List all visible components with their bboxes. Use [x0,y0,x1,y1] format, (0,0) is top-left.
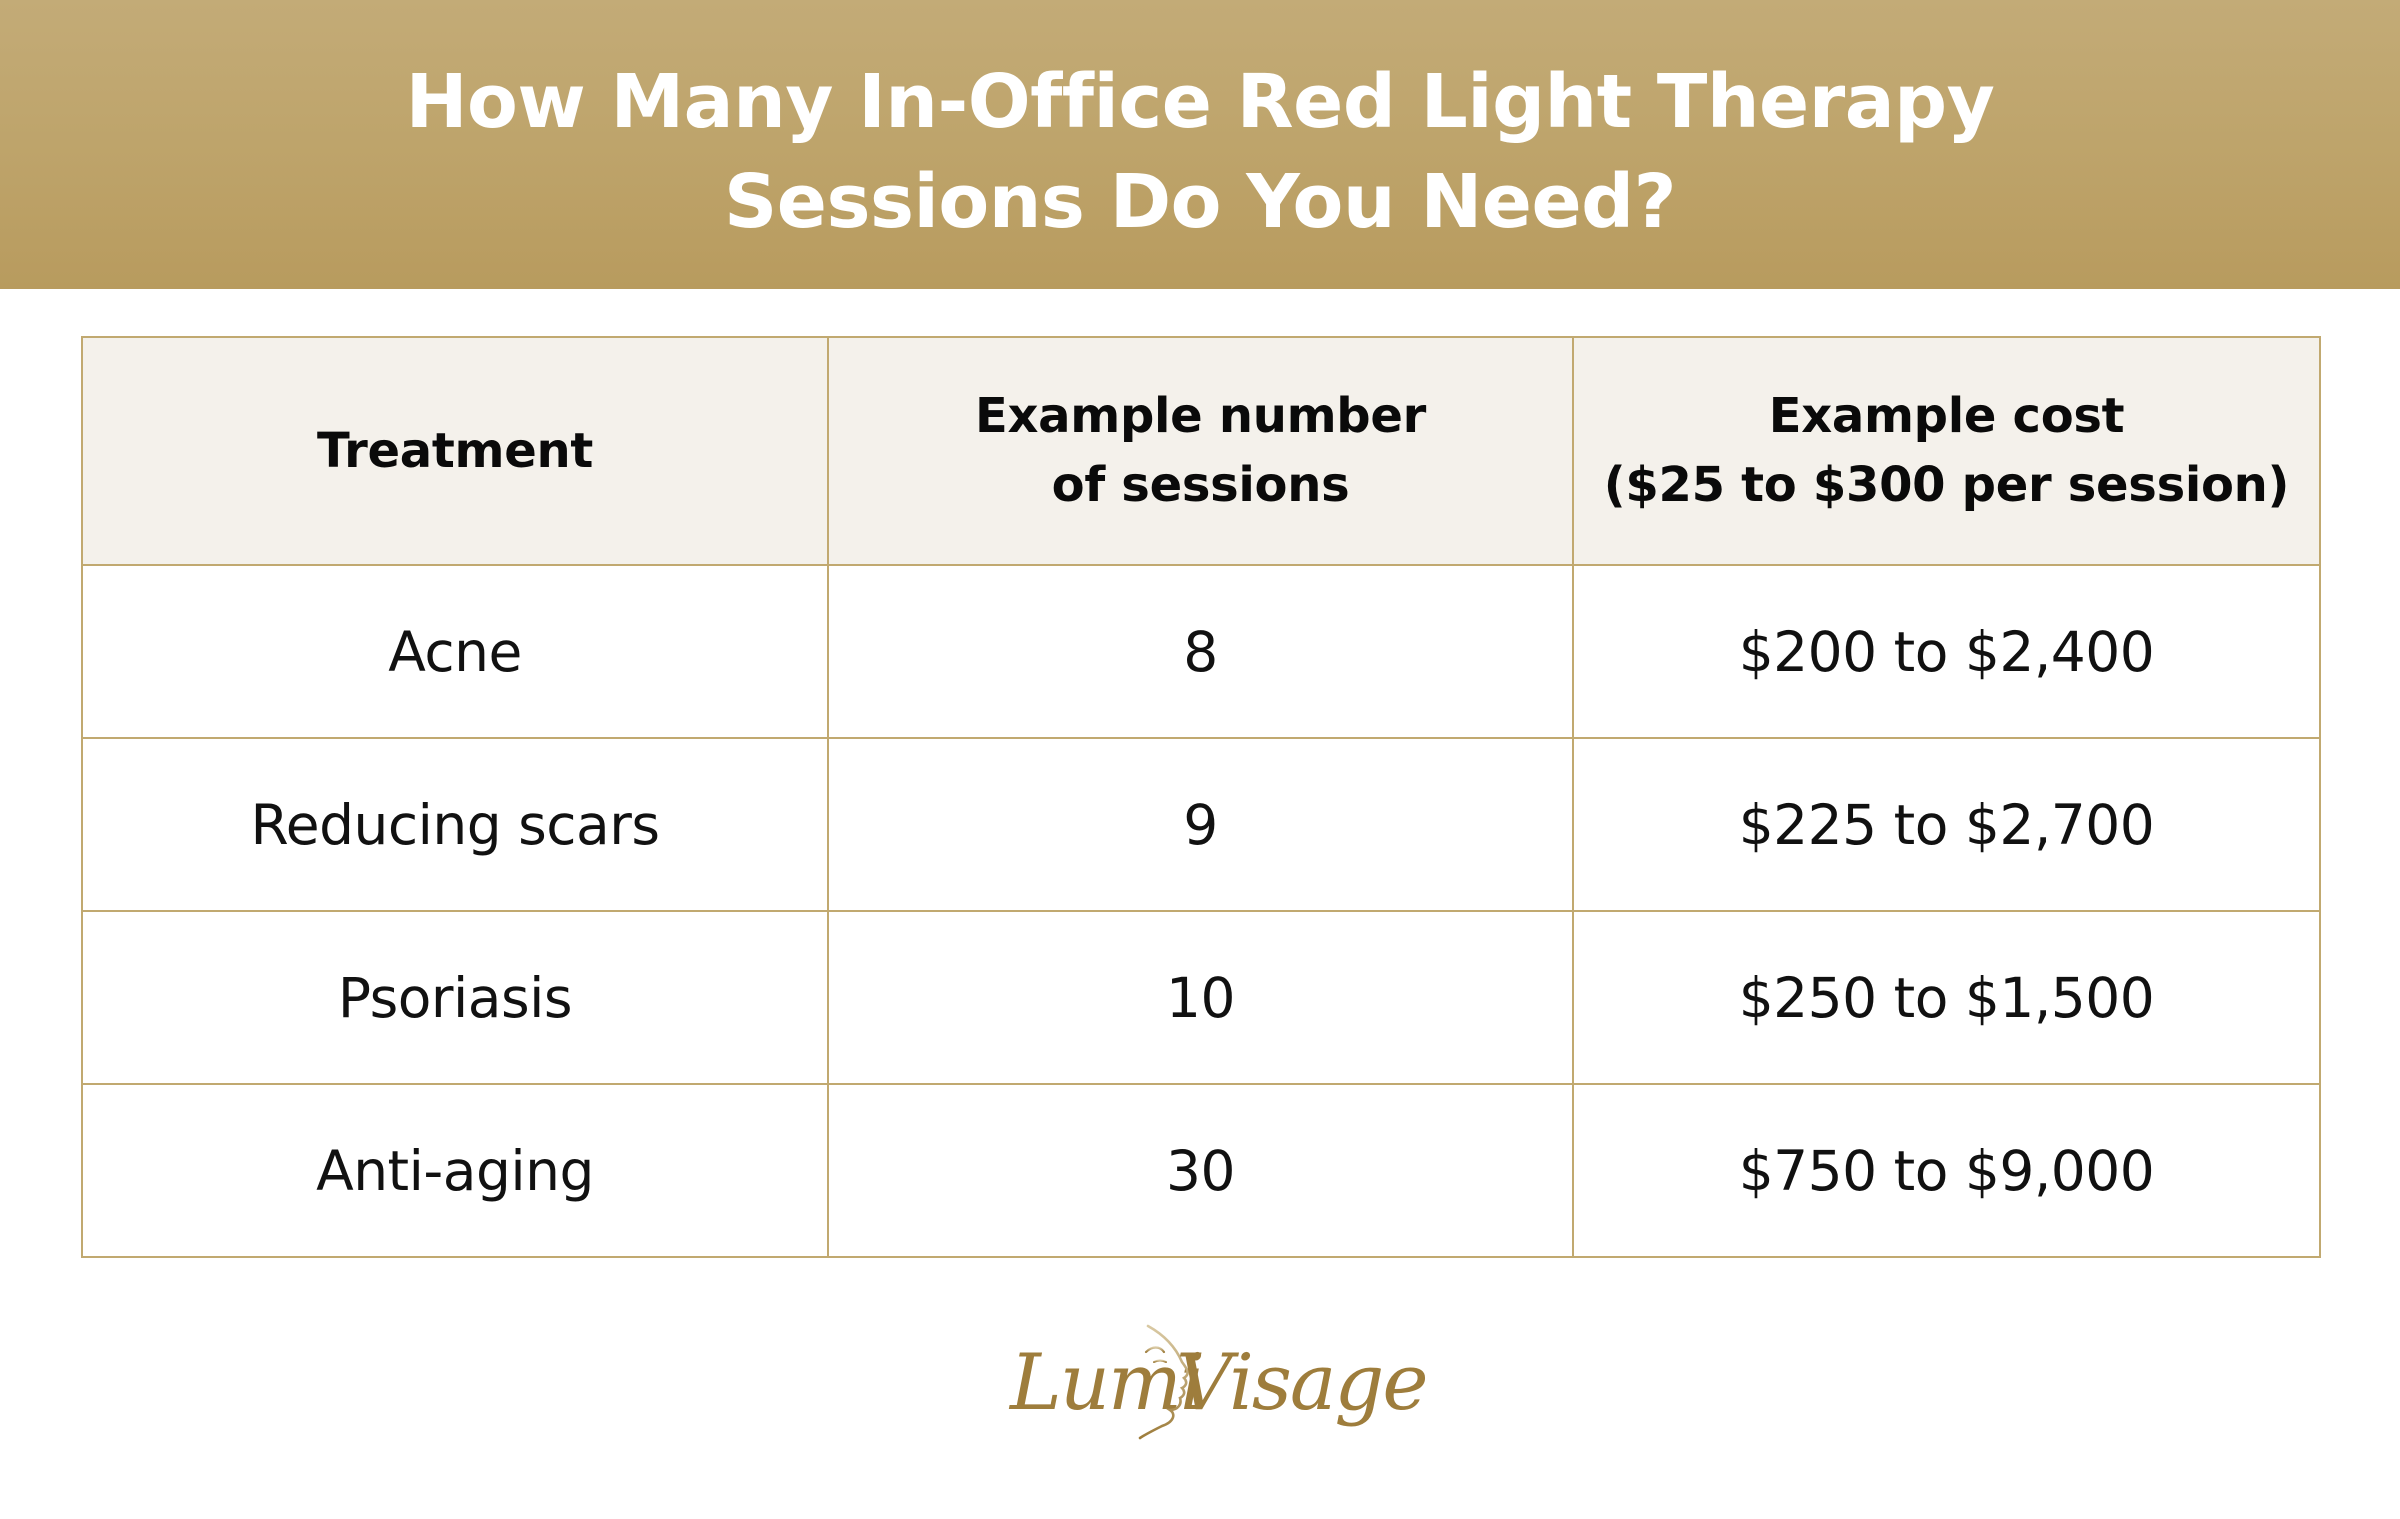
page-title-line-2: Sessions Do You Need? [723,159,1677,245]
column-header-cost: Example cost ($25 to $300 per session) [1572,336,2321,566]
column-header-treatment: Treatment [81,336,829,566]
cell-cost: $250 to $1,500 [1572,910,2321,1085]
title-banner: How Many In-Office Red Light Therapy Ses… [0,0,2400,289]
column-header-text: Treatment [316,422,594,479]
table-header-row: Treatment Example number of sessions Exa… [81,336,2321,566]
cell-sessions: 30 [827,1083,1574,1258]
cell-treatment: Acne [81,564,829,739]
table-row: Reducing scars 9 $225 to $2,700 [81,737,2321,912]
table-row: Acne 8 $200 to $2,400 [81,564,2321,739]
cell-treatment: Reducing scars [81,737,829,912]
cell-cost: $750 to $9,000 [1572,1083,2321,1258]
column-header-text: ($25 to $300 per session) [1603,457,2290,513]
cell-sessions: 10 [827,910,1574,1085]
column-header-text: Example number [975,388,1426,444]
face-profile-icon [1138,1324,1189,1440]
cell-treatment: Psoriasis [81,910,829,1085]
table-row: Psoriasis 10 $250 to $1,500 [81,910,2321,1085]
column-header-text: of sessions [1051,457,1350,513]
cell-cost: $200 to $2,400 [1572,564,2321,739]
page-title: How Many In-Office Red Light Therapy Ses… [0,52,2400,252]
cell-treatment: Anti-aging [81,1083,829,1258]
cell-sessions: 8 [827,564,1574,739]
logo-word-visage: Visage [1176,1338,1429,1428]
brand-logo: Lumi Visage [1008,1322,1429,1448]
column-header-sessions: Example number of sessions [827,336,1574,566]
page-title-line-1: How Many In-Office Red Light Therapy [405,59,1995,145]
sessions-table-container: Treatment Example number of sessions Exa… [81,336,2321,1258]
column-header-text: Example cost [1768,388,2125,444]
cell-sessions: 9 [827,737,1574,912]
sessions-cost-table: Treatment Example number of sessions Exa… [81,336,2321,1258]
cell-cost: $225 to $2,700 [1572,737,2321,912]
table-row: Anti-aging 30 $750 to $9,000 [81,1083,2321,1258]
